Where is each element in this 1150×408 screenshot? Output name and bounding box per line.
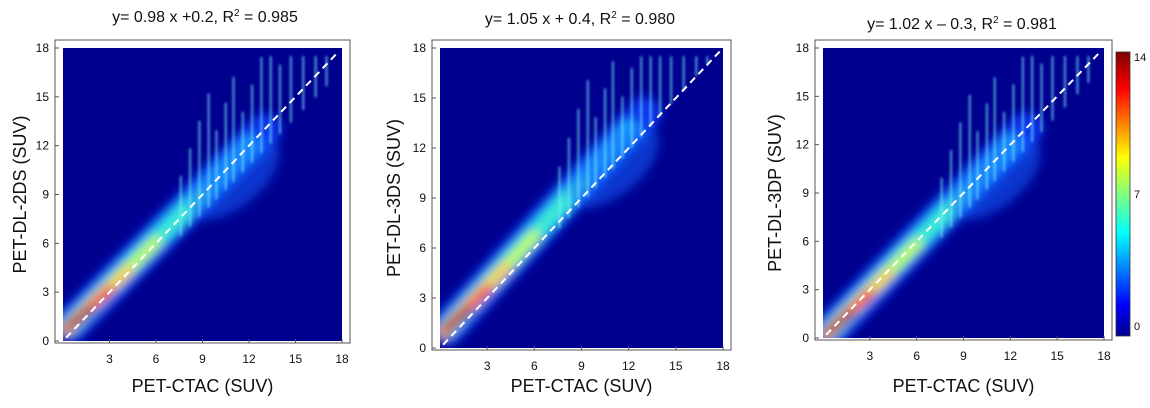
x-axis-label: PET-CTAC (SUV) <box>132 376 274 396</box>
x-axis-label: PET-CTAC (SUV) <box>511 376 653 396</box>
x-tick-label: 12 <box>1004 349 1018 363</box>
y-tick-label: 15 <box>413 91 427 105</box>
x-tick-label: 3 <box>866 349 873 363</box>
heatmap-panel-3: 0 3 6 9 12 15 18 3 6 9 12 15 18 PET-CTAC (SUV) PET-DL-… <box>765 15 1113 396</box>
x-tick-label: 6 <box>913 349 920 363</box>
chart-title: y= 0.98 x +0.2, R2 = 0.985 <box>112 8 298 26</box>
y-tick-label: 9 <box>802 186 809 200</box>
x-tick-label: 3 <box>106 352 113 366</box>
density-streaks <box>180 56 328 237</box>
y-tick-label: 12 <box>413 141 427 155</box>
y-tick-label: 0 <box>42 334 49 348</box>
colorbar-tick-label: 7 <box>1134 189 1140 201</box>
y-tick-label: 9 <box>42 188 49 202</box>
identity-line <box>442 50 721 346</box>
y-tick-label: 6 <box>802 234 809 248</box>
colorbar-tick-label: 0 <box>1134 321 1140 333</box>
y-axis-label: PET-DL-3DS (SUV) <box>384 119 404 277</box>
identity-line <box>65 50 340 339</box>
x-tick-label: 9 <box>960 349 967 363</box>
identity-line <box>825 50 1102 336</box>
x-tick-label: 18 <box>335 352 349 366</box>
y-tick-label: 9 <box>419 191 426 205</box>
y-axis-label: PET-DL-3DP (SUV) <box>765 114 785 272</box>
chart-title: y= 1.02 x – 0.3, R2 = 0.981 <box>867 15 1057 33</box>
y-tick-label: 12 <box>796 138 810 152</box>
x-tick-label: 12 <box>622 359 636 373</box>
x-tick-label: 15 <box>669 359 683 373</box>
x-tick-label: 3 <box>484 359 491 373</box>
x-tick-label: 9 <box>578 359 585 373</box>
y-tick-label: 15 <box>36 90 50 104</box>
density-streaks <box>940 56 1090 238</box>
y-tick-label: 0 <box>419 341 426 355</box>
colorbar: 14 7 0 <box>1115 51 1146 337</box>
x-tick-label: 15 <box>289 352 303 366</box>
density-streaks <box>558 56 709 229</box>
y-tick-label: 18 <box>413 41 427 55</box>
y-tick-label: 0 <box>802 331 809 345</box>
x-tick-label: 6 <box>531 359 538 373</box>
y-tick-label: 15 <box>796 89 810 103</box>
y-tick-label: 12 <box>36 139 50 153</box>
y-tick-label: 3 <box>419 291 426 305</box>
y-tick-label: 6 <box>419 241 426 255</box>
x-tick-label: 15 <box>1050 349 1064 363</box>
x-axis-label: PET-CTAC (SUV) <box>893 376 1035 396</box>
x-tick-label: 12 <box>242 352 256 366</box>
colorbar-tick-label: 14 <box>1134 52 1146 64</box>
y-axis-label: PET-DL-2DS (SUV) <box>10 115 30 273</box>
y-tick-label: 6 <box>42 236 49 250</box>
y-tick-label: 18 <box>36 41 50 55</box>
x-tick-label: 18 <box>716 359 730 373</box>
y-tick-label: 3 <box>42 285 49 299</box>
y-tick-label: 3 <box>802 283 809 297</box>
heatmap-panel-1: 0 3 6 9 12 15 18 3 6 9 12 15 18 PET-CTAC (SUV) PET-DL-… <box>10 8 351 396</box>
x-tick-label: 6 <box>153 352 160 366</box>
heatmap-panel-2: 0 3 6 9 12 15 18 3 6 9 12 15 18 PET-CTAC (SUV) PET-DL-… <box>384 10 732 396</box>
x-tick-label: 18 <box>1097 349 1111 363</box>
chart-title: y= 1.05 x + 0.4, R2 = 0.980 <box>485 10 675 28</box>
colorbar-gradient <box>1115 51 1131 337</box>
y-tick-label: 18 <box>796 41 810 55</box>
x-tick-label: 9 <box>199 352 206 366</box>
